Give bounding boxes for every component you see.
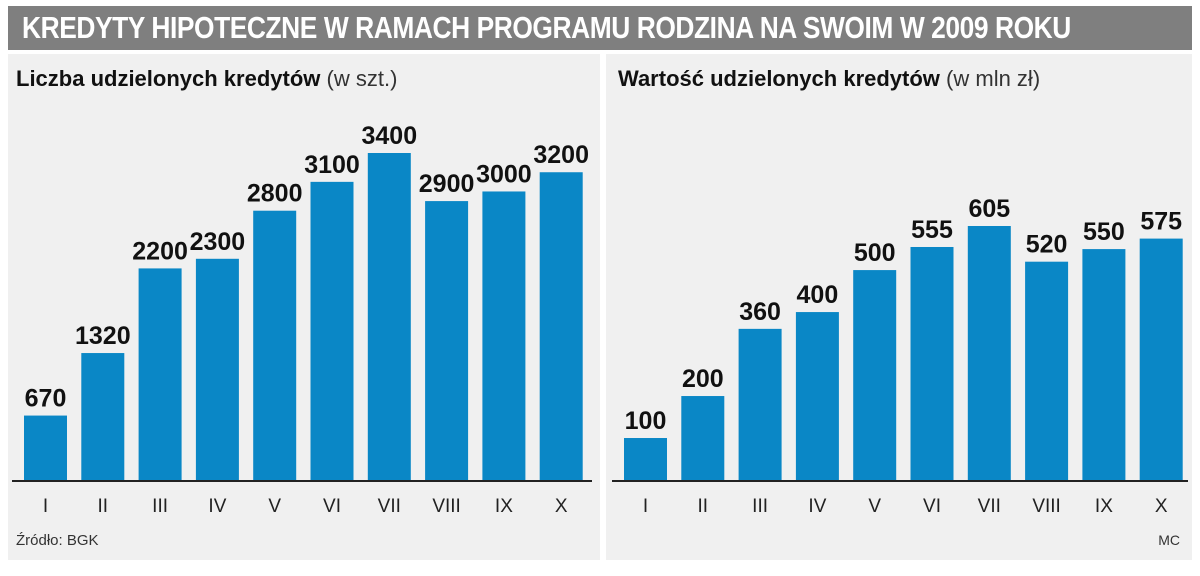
main-title: KREDYTY HIPOTECZNE W RAMACH PROGRAMU ROD… [22,10,1071,45]
right-data-label: 550 [1083,218,1125,246]
right-bar-V [853,270,897,480]
right-x-tick-label: V [868,496,881,517]
left-x-tick-label: X [555,496,568,517]
right-data-label: 100 [625,407,667,435]
left-data-label: 3200 [533,141,589,169]
right-data-label: 575 [1140,208,1182,236]
right-chart-title-row: Wartość udzielonych kredytów (w mln zł) [618,66,1040,92]
left-data-label: 2900 [419,170,475,198]
left-chart-title: Liczba udzielonych kredytów [16,66,321,91]
left-bar-I [24,415,67,480]
right-x-tick-label: III [752,496,768,517]
left-bar-III [138,268,182,480]
left-data-label: 670 [25,385,67,413]
left-bar-VI [310,181,354,480]
right-data-label: 555 [911,216,953,244]
right-x-tick-label: X [1155,496,1168,517]
left-data-label: 1320 [75,322,131,350]
right-bar-VIII [1025,261,1069,480]
right-x-tick-label: IX [1095,496,1113,517]
right-chart-title: Wartość udzielonych kredytów [618,66,940,91]
left-x-tick-label: III [152,496,168,517]
left-data-label: 2800 [247,180,303,208]
right-x-tick-label: VIII [1032,496,1061,517]
right-chart-unit: (w mln zł) [946,66,1041,91]
left-x-tick-label: VIII [432,496,461,517]
right-data-label: 520 [1026,231,1068,259]
right-bar-VII [967,226,1011,480]
left-chart-unit: (w szt.) [326,66,398,91]
left-x-tick-label: IV [208,496,226,517]
left-bar-IX [482,191,526,480]
right-data-label: 200 [682,365,724,393]
left-x-tick-label: V [268,496,281,517]
left-bar-VII [367,153,411,480]
right-x-tick-label: I [643,496,648,517]
right-bar-VI [910,246,954,480]
left-bar-II [81,353,125,480]
left-data-label: 2300 [190,228,246,256]
right-data-label: 605 [968,195,1010,223]
right-bar-IX [1082,249,1126,480]
right-x-tick-label: VI [923,496,941,517]
right-bar-X [1139,238,1183,480]
right-bar-IV [795,312,839,480]
author-credit: MC [1158,532,1180,548]
left-x-tick-label: IX [495,496,513,517]
left-x-tick-label: VII [378,496,401,517]
right-bar-III [738,328,782,480]
panel-divider [600,54,606,560]
right-data-label: 400 [797,281,839,309]
left-bar-X [539,172,583,480]
left-data-label: 3000 [476,160,532,188]
left-bar-IV [195,258,239,480]
left-x-tick-label: II [98,496,109,517]
right-data-label: 360 [739,298,781,326]
right-x-tick-label: VII [978,496,1001,517]
left-x-tick-label: VI [323,496,341,517]
title-bar: KREDYTY HIPOTECZNE W RAMACH PROGRAMU ROD… [8,6,1192,50]
source-note: Źródło: BGK [16,532,99,549]
left-bar-V [253,210,297,481]
right-bar-II [681,396,725,480]
left-data-label: 3100 [304,151,360,179]
left-data-label: 2200 [132,237,188,265]
left-chart-title-row: Liczba udzielonych kredytów (w szt.) [16,66,397,92]
right-bar-I [624,438,667,480]
left-x-tick-label: I [43,496,48,517]
left-data-label: 3400 [361,122,417,150]
right-x-tick-label: II [698,496,709,517]
right-data-label: 500 [854,239,896,267]
left-bar-VIII [425,201,469,480]
right-x-tick-label: IV [808,496,826,517]
